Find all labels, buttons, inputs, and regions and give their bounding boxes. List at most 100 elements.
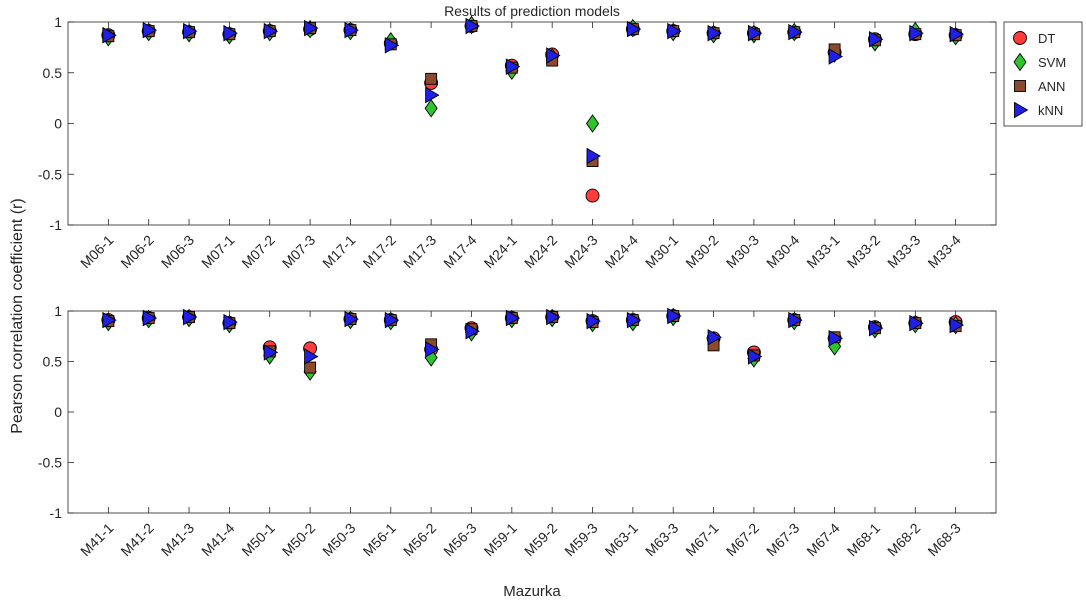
x-tick-label: M67-1 [682, 520, 722, 560]
point-svm [585, 114, 600, 133]
point-knn [586, 312, 601, 330]
point-ann [425, 72, 438, 85]
y-tick-label: 1 [54, 303, 62, 319]
x-tick-label: M63-3 [642, 520, 682, 560]
point-knn [626, 20, 642, 38]
x-tick-label: M06-1 [77, 232, 117, 272]
point-knn [909, 314, 924, 332]
x-tick-label: M68-3 [924, 520, 964, 560]
x-tick-label: M06-3 [158, 232, 198, 272]
x-tick-label: M17-4 [440, 232, 480, 272]
shared-y-axis-label: Pearson correlation coefficient (r) [9, 198, 26, 433]
y-tick-label: 0 [54, 404, 62, 420]
x-tick-label: M33-2 [844, 232, 884, 272]
legend-label: ANN [1038, 79, 1065, 94]
plot-area-frame [67, 21, 997, 226]
x-tick-label: M24-3 [561, 232, 601, 272]
x-tick-label: M33-1 [803, 232, 843, 272]
point-knn [869, 30, 884, 48]
x-tick-label: M41-4 [198, 520, 238, 560]
y-tick-label: -1 [50, 217, 63, 233]
x-tick-label: M07-2 [238, 232, 278, 272]
x-tick-label: M33-4 [924, 232, 964, 272]
point-knn [384, 311, 400, 329]
x-tick-label: M56-2 [400, 520, 440, 560]
x-tick-label: M33-3 [884, 232, 924, 272]
x-tick-label: M24-1 [481, 232, 521, 272]
x-tick-label: M56-1 [360, 520, 400, 560]
point-svm [424, 98, 438, 118]
x-tick-label: M50-1 [238, 520, 278, 560]
x-tick-label: M68-2 [884, 520, 924, 560]
point-knn [667, 307, 682, 325]
point-knn [425, 341, 440, 358]
x-tick-label: M17-3 [400, 232, 440, 272]
point-knn [707, 328, 722, 346]
x-tick-label: M06-2 [117, 232, 157, 272]
x-tick-label: M30-3 [723, 232, 763, 272]
x-tick-label: M59-3 [561, 520, 601, 560]
plot-area-frame [67, 310, 997, 514]
point-knn [223, 24, 238, 42]
x-tick-label: M07-1 [198, 232, 238, 272]
x-tick-label: M30-2 [682, 232, 722, 272]
point-knn [546, 47, 561, 64]
x-tick-label: M24-4 [602, 232, 642, 272]
x-tick-label: M17-2 [360, 232, 400, 272]
x-tick-label: M30-1 [642, 232, 682, 272]
x-tick-label: M59-2 [521, 520, 561, 560]
point-knn [344, 21, 359, 39]
legend-label: DT [1038, 31, 1055, 46]
x-tick-label: M17-1 [319, 232, 359, 272]
point-knn [102, 26, 117, 44]
legend-marker-knn [1014, 101, 1029, 119]
point-knn [223, 313, 238, 331]
series-knn [102, 307, 965, 365]
point-knn [142, 21, 158, 39]
x-tick-label: M59-1 [481, 520, 521, 560]
point-knn [465, 322, 480, 340]
legend-marker-svm [1013, 52, 1027, 72]
point-knn [586, 147, 601, 165]
x-tick-label: M07-3 [279, 232, 319, 272]
point-knn [949, 25, 965, 43]
point-knn [747, 348, 763, 365]
point-knn [102, 311, 117, 329]
legend-label: SVM [1038, 55, 1066, 70]
point-knn [707, 24, 722, 42]
y-tick-label: -0.5 [38, 455, 62, 471]
legend: DT SVM ANN kNN [1003, 21, 1083, 127]
point-knn [304, 348, 319, 365]
x-tick-label: M67-4 [803, 520, 843, 560]
x-tick-label: M30-4 [763, 232, 803, 272]
point-knn [505, 58, 521, 75]
point-knn [949, 316, 965, 334]
x-tick-label: M41-1 [77, 520, 117, 560]
point-knn [425, 86, 440, 104]
point-knn [626, 311, 642, 329]
y-tick-label: 0.5 [43, 65, 63, 81]
legend-item-knn: kNN [1014, 101, 1063, 119]
x-tick-label: M41-2 [117, 520, 157, 560]
point-knn [828, 48, 844, 65]
point-knn [263, 344, 279, 361]
point-knn [747, 24, 763, 42]
legend-marker-dt [1013, 31, 1027, 45]
x-tick-label: M50-2 [279, 520, 319, 560]
x-axis-label: Mazurka [503, 583, 561, 600]
y-tick-label: 1 [54, 14, 62, 30]
point-knn [304, 19, 319, 37]
legend-label: kNN [1038, 103, 1063, 118]
legend-item-dt: DT [1013, 31, 1055, 46]
point-knn [909, 24, 924, 42]
point-knn [788, 23, 803, 41]
x-tick-label: M24-2 [521, 232, 561, 272]
point-dt [585, 188, 600, 203]
point-knn [828, 329, 844, 347]
legend-item-ann: ANN [1014, 79, 1065, 94]
chart-title: Results of prediction models [444, 3, 620, 19]
x-tick-label: M41-3 [158, 520, 198, 560]
series-knn [102, 17, 965, 165]
